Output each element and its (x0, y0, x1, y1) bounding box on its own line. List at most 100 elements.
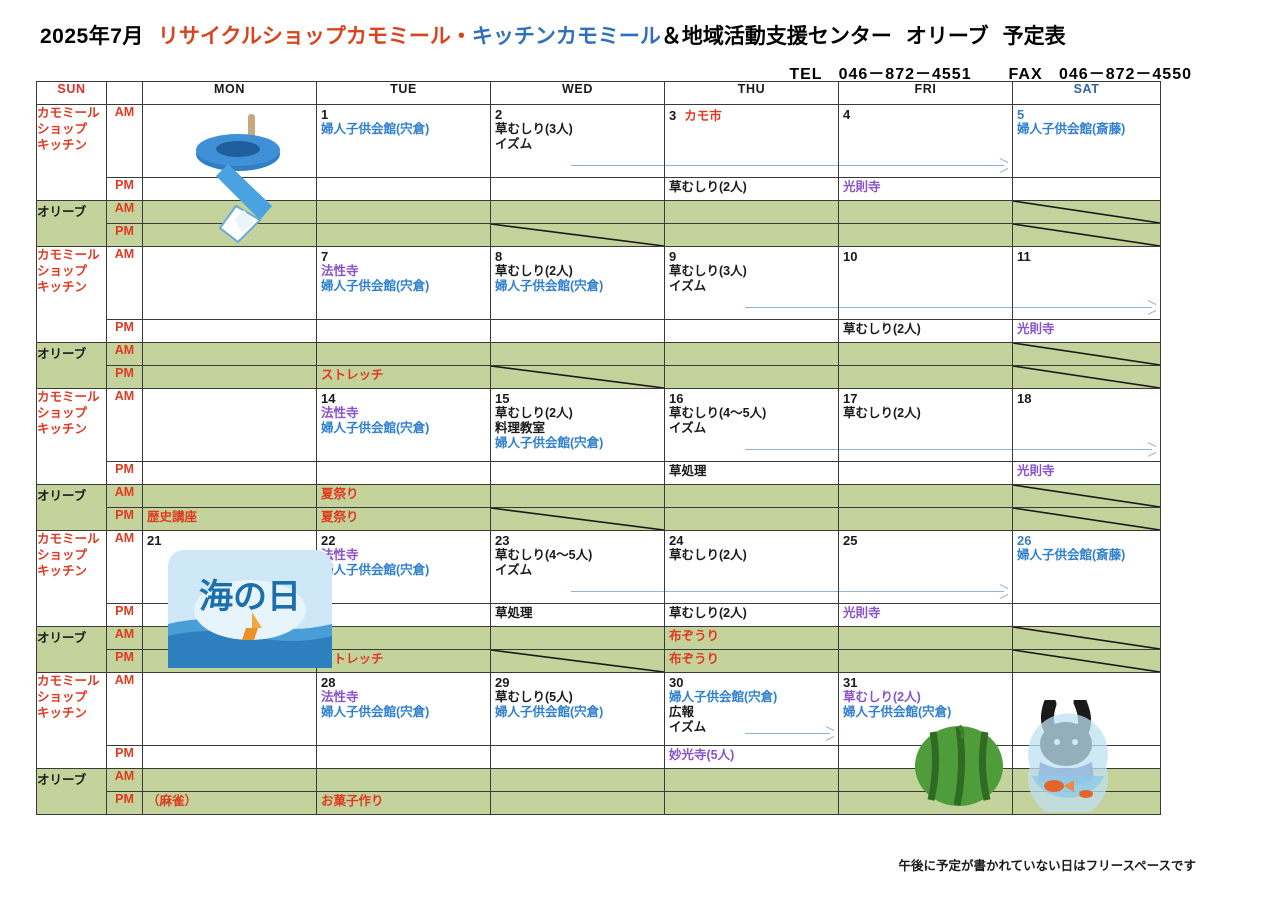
day-cell-pm[interactable]: 光則寺 (838, 177, 1013, 201)
olive-cell-pm[interactable]: 歴史講座 (142, 507, 317, 531)
olive-cell-pm[interactable] (1012, 365, 1161, 389)
olive-cell-pm[interactable] (838, 507, 1013, 531)
olive-cell-pm[interactable] (838, 365, 1013, 389)
olive-cell-am[interactable] (490, 484, 665, 508)
day-cell-am[interactable]: 10 (838, 246, 1013, 320)
olive-cell-pm[interactable] (1012, 791, 1161, 815)
day-cell-am[interactable]: 30 婦人子供会館(宍倉) 広報 イズム (664, 672, 839, 746)
olive-cell-pm[interactable] (664, 223, 839, 247)
olive-cell-am[interactable] (490, 768, 665, 792)
day-cell-pm[interactable] (316, 603, 491, 627)
olive-cell-pm[interactable] (1012, 223, 1161, 247)
olive-cell-pm[interactable] (1012, 649, 1161, 673)
day-cell-pm[interactable] (316, 319, 491, 343)
olive-cell-pm[interactable]: 布ぞうり (664, 649, 839, 673)
olive-cell-am[interactable] (142, 484, 317, 508)
olive-cell-am[interactable] (490, 626, 665, 650)
day-cell-pm[interactable]: 妙光寺(5人) (664, 745, 839, 769)
day-cell-am[interactable]: 5 婦人子供会館(斎藤) (1012, 104, 1161, 178)
day-cell-am[interactable] (142, 104, 317, 178)
day-cell-pm[interactable] (142, 603, 317, 627)
day-cell-am[interactable]: 1 婦人子供会館(宍倉) (316, 104, 491, 178)
olive-cell-pm[interactable] (142, 223, 317, 247)
olive-cell-pm[interactable]: 夏祭り (316, 507, 491, 531)
day-cell-pm[interactable]: 草むしり(2人) (664, 177, 839, 201)
olive-cell-pm[interactable] (838, 649, 1013, 673)
olive-cell-am[interactable] (316, 200, 491, 224)
day-cell-am[interactable]: 29 草むしり(5人) 婦人子供会館(宍倉) (490, 672, 665, 746)
olive-cell-pm[interactable] (664, 791, 839, 815)
day-cell-pm[interactable] (490, 319, 665, 343)
olive-cell-pm[interactable]: （麻雀） (142, 791, 317, 815)
day-cell-am[interactable]: 3 カモ市 (664, 104, 839, 178)
olive-cell-pm[interactable] (490, 507, 665, 531)
olive-cell-am[interactable] (490, 342, 665, 366)
day-cell-pm[interactable]: 草むしり(2人) (838, 319, 1013, 343)
day-cell-am[interactable] (142, 672, 317, 746)
olive-cell-am[interactable] (316, 768, 491, 792)
day-cell-am[interactable]: 31 草むしり(2人) 婦人子供会館(宍倉) (838, 672, 1013, 746)
day-cell-pm[interactable] (316, 461, 491, 485)
day-cell-pm[interactable] (838, 461, 1013, 485)
olive-cell-am[interactable] (142, 768, 317, 792)
day-cell-am[interactable] (142, 246, 317, 320)
olive-cell-pm[interactable] (838, 223, 1013, 247)
day-cell-pm[interactable] (142, 745, 317, 769)
day-cell-am[interactable]: 28 法性寺 婦人子供会館(宍倉) (316, 672, 491, 746)
day-cell-am[interactable]: 24 草むしり(2人) (664, 530, 839, 604)
day-cell-am[interactable]: 18 (1012, 388, 1161, 462)
day-cell-pm[interactable]: 光則寺 (838, 603, 1013, 627)
day-cell-pm[interactable]: 光則寺 (1012, 319, 1161, 343)
day-cell-pm[interactable] (1012, 177, 1161, 201)
day-cell-am[interactable]: 8 草むしり(2人) 婦人子供会館(宍倉) (490, 246, 665, 320)
olive-cell-pm[interactable] (1012, 507, 1161, 531)
olive-cell-am[interactable] (838, 342, 1013, 366)
olive-cell-am[interactable] (664, 200, 839, 224)
day-cell-am[interactable]: 17 草むしり(2人) (838, 388, 1013, 462)
olive-cell-pm[interactable] (490, 365, 665, 389)
olive-cell-am[interactable] (142, 200, 317, 224)
olive-cell-pm[interactable] (316, 223, 491, 247)
day-cell-am-decorative[interactable] (1012, 672, 1161, 746)
olive-cell-am[interactable] (664, 484, 839, 508)
olive-cell-pm[interactable]: ストレッチ (316, 365, 491, 389)
day-cell-am[interactable]: 14 法性寺 婦人子供会館(宍倉) (316, 388, 491, 462)
olive-cell-pm[interactable] (490, 649, 665, 673)
day-cell-pm[interactable] (316, 177, 491, 201)
olive-cell-am[interactable] (1012, 342, 1161, 366)
olive-cell-am[interactable] (664, 768, 839, 792)
day-cell-pm[interactable] (1012, 603, 1161, 627)
olive-cell-pm[interactable] (664, 507, 839, 531)
olive-cell-am[interactable] (316, 342, 491, 366)
olive-cell-pm[interactable]: ストレッチ (316, 649, 491, 673)
olive-cell-am[interactable] (664, 342, 839, 366)
day-cell-am[interactable]: 4 (838, 104, 1013, 178)
olive-cell-pm[interactable] (142, 365, 317, 389)
olive-cell-am[interactable]: 布ぞうり (664, 626, 839, 650)
olive-cell-am[interactable] (838, 626, 1013, 650)
day-cell-pm[interactable] (142, 319, 317, 343)
day-cell-pm[interactable] (838, 745, 1013, 769)
day-cell-pm[interactable]: 光則寺 (1012, 461, 1161, 485)
olive-cell-am[interactable] (1012, 626, 1161, 650)
day-cell-am[interactable]: 15 草むしり(2人) 料理教室 婦人子供会館(宍倉) (490, 388, 665, 462)
olive-cell-pm[interactable] (838, 791, 1013, 815)
day-cell-am[interactable]: 25 (838, 530, 1013, 604)
day-cell-pm[interactable]: 草むしり(2人) (664, 603, 839, 627)
day-cell-pm[interactable] (490, 177, 665, 201)
olive-cell-am[interactable] (838, 484, 1013, 508)
olive-cell-am[interactable] (838, 200, 1013, 224)
day-cell-pm[interactable] (142, 461, 317, 485)
olive-cell-pm[interactable] (490, 223, 665, 247)
day-cell-am[interactable]: 26 婦人子供会館(斎藤) (1012, 530, 1161, 604)
olive-cell-am[interactable] (316, 626, 491, 650)
olive-cell-am[interactable] (142, 342, 317, 366)
day-cell-pm[interactable] (490, 461, 665, 485)
day-cell-am[interactable]: 11 (1012, 246, 1161, 320)
olive-cell-am[interactable] (838, 768, 1013, 792)
day-cell-pm[interactable]: 草処理 (664, 461, 839, 485)
day-cell-pm[interactable]: 草処理 (490, 603, 665, 627)
day-cell-am[interactable]: 22 法性寺 婦人子供会館(宍倉) (316, 530, 491, 604)
olive-cell-am[interactable] (142, 626, 317, 650)
olive-cell-am[interactable] (1012, 484, 1161, 508)
